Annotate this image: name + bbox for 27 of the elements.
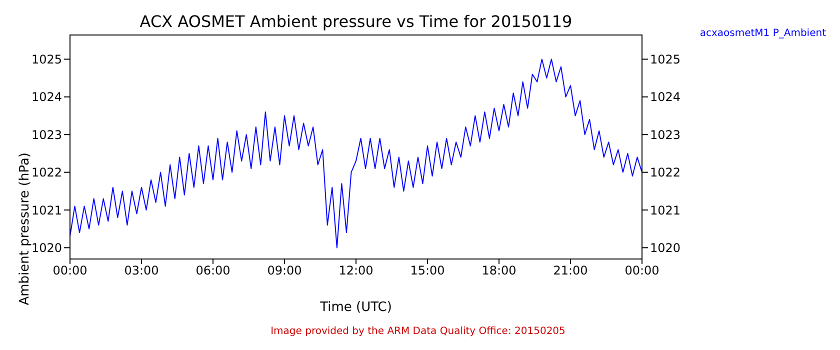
x-tick-label: 00:00 xyxy=(52,264,88,278)
y-tick-label: 1024 xyxy=(31,90,62,104)
x-tick-label: 18:00 xyxy=(482,264,516,278)
text: Image provided by the ARM Data Quality Office: 20150205 xyxy=(270,326,566,337)
y-axis-title: Ambient pressure (hPa) xyxy=(18,152,33,306)
y2-tick-label: 1020 xyxy=(650,240,681,255)
x-tick-label: 12:00 xyxy=(338,264,374,278)
y2-tick-label: 1021 xyxy=(650,203,681,218)
line-series xyxy=(70,58,642,248)
y-tick-label: 1021 xyxy=(31,203,62,218)
x-axis-title: Time (UTC) xyxy=(319,300,392,315)
x-tick-label: 21:00 xyxy=(553,264,588,278)
y2-tick-label: 1023 xyxy=(650,128,681,142)
y-tick-label: 1025 xyxy=(31,52,62,66)
y-tick-label: 1022 xyxy=(31,166,62,180)
y2-tick-label: 1022 xyxy=(650,166,681,180)
y-tick-label: 1020 xyxy=(31,240,62,255)
text: acxaosmetM1 P_Ambient xyxy=(700,28,826,39)
y2-tick-label: 1024 xyxy=(650,90,681,104)
x-tick-label: 06:00 xyxy=(196,264,230,278)
x-tick-label: 03:00 xyxy=(124,264,159,278)
y-tick-label: 1023 xyxy=(31,128,62,142)
x-tick-label: 00:00 xyxy=(624,264,660,278)
x-tick-label: 15:00 xyxy=(410,264,445,278)
y2-tick-label: 1025 xyxy=(650,52,681,66)
chart-title: ACX AOSMET Ambient pressure vs Time for 20150119 xyxy=(138,12,574,31)
x-tick-label: 09:00 xyxy=(267,264,302,278)
